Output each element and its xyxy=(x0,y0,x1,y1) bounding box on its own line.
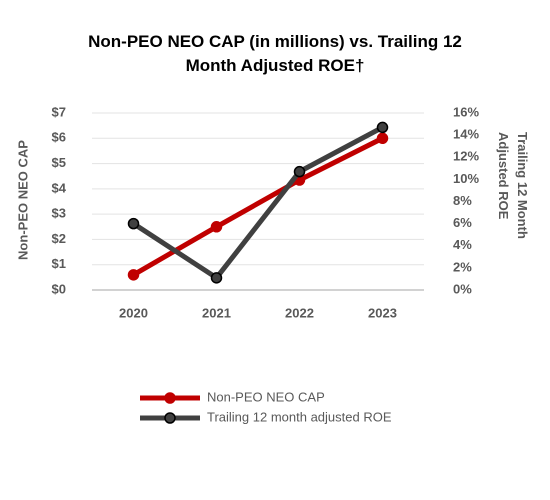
y-tick-label: $5 xyxy=(52,155,66,170)
y2-tick-label: 12% xyxy=(453,149,479,164)
y2-tick-label: 14% xyxy=(453,127,479,142)
legend-label: Trailing 12 month adjusted ROE xyxy=(207,409,392,424)
legend-marker xyxy=(164,392,176,404)
data-point xyxy=(376,132,389,145)
y2-tick-label: 2% xyxy=(453,259,472,274)
y-tick-label: $6 xyxy=(52,130,66,145)
y-tick-label: $7 xyxy=(52,104,66,119)
y-tick-label: $2 xyxy=(52,231,66,246)
y2-tick-label: 16% xyxy=(453,104,479,119)
series-line xyxy=(132,136,384,277)
chart-title: Non-PEO NEO CAP (in millions) vs. Traili… xyxy=(88,32,462,75)
y-tick-label: $0 xyxy=(52,281,66,296)
y2-axis-title: Trailing 12 Month Adjusted ROE xyxy=(496,132,530,239)
y-tick-label: $4 xyxy=(52,180,67,195)
y-tick-label: $1 xyxy=(52,256,66,271)
y2-tick-label: 4% xyxy=(453,237,472,252)
data-point xyxy=(293,165,306,178)
x-tick-label: 2020 xyxy=(119,305,148,320)
y2-tick-label: 0% xyxy=(453,281,472,296)
y2-tick-label: 8% xyxy=(453,193,472,208)
x-tick-label: 2022 xyxy=(285,305,314,320)
data-point xyxy=(127,217,140,230)
data-point xyxy=(127,269,140,281)
y2-tick-label: 10% xyxy=(453,171,479,186)
data-point xyxy=(210,272,223,284)
x-tick-label: 2023 xyxy=(368,305,397,320)
data-point xyxy=(210,221,223,233)
legend-marker xyxy=(164,412,176,424)
data-point xyxy=(376,121,389,134)
x-tick-label: 2021 xyxy=(202,305,231,320)
legend-label: Non-PEO NEO CAP xyxy=(207,389,325,404)
y2-tick-label: 6% xyxy=(453,215,472,230)
y-axis-title: Non-PEO NEO CAP xyxy=(15,140,30,260)
series-line xyxy=(132,125,384,281)
y-tick-label: $3 xyxy=(52,206,66,221)
